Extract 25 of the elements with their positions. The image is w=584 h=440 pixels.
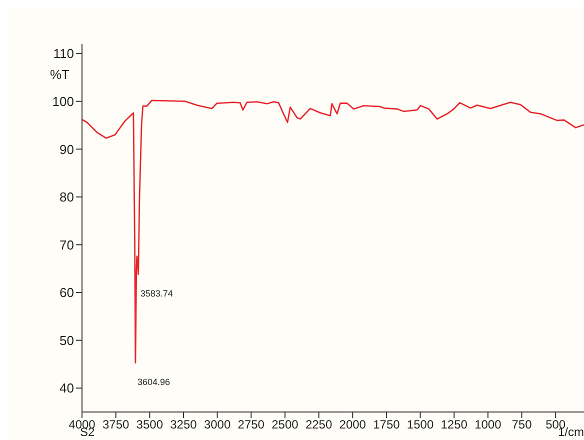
- x-tick-label: 2500: [272, 418, 299, 432]
- x-tick-label: 2750: [238, 418, 265, 432]
- annotation: 3583.74: [140, 288, 173, 298]
- x-tick-label: 2000: [339, 418, 366, 432]
- x-tick-label: 3250: [170, 418, 198, 432]
- y-tick-label: 90: [60, 142, 74, 157]
- x-tick-label: 3500: [136, 418, 164, 432]
- y-axis-title: %T: [50, 67, 70, 82]
- line-series: [82, 100, 584, 364]
- y-tick-label: 100: [52, 94, 74, 109]
- y-tick-label: 70: [60, 237, 74, 252]
- x-tick-label: 1750: [373, 418, 400, 432]
- y-tick-label: 50: [60, 332, 74, 348]
- x-tick-label: 3750: [102, 418, 130, 432]
- x-tick-label: 1250: [440, 418, 468, 432]
- y-tick-label: 80: [60, 190, 74, 205]
- y-tick-label: 60: [60, 285, 74, 300]
- y-tick-label: 110: [53, 46, 74, 62]
- annotation: 3604.96: [137, 376, 170, 387]
- x-tick-label: 2250: [305, 418, 332, 432]
- y-tick-label: 40: [60, 380, 74, 396]
- x-tick-label: 1000: [474, 418, 502, 432]
- x-tick-label: 750: [512, 418, 532, 432]
- x-tick-label: 3000: [204, 418, 231, 432]
- x-tick-label: 1500: [406, 418, 434, 432]
